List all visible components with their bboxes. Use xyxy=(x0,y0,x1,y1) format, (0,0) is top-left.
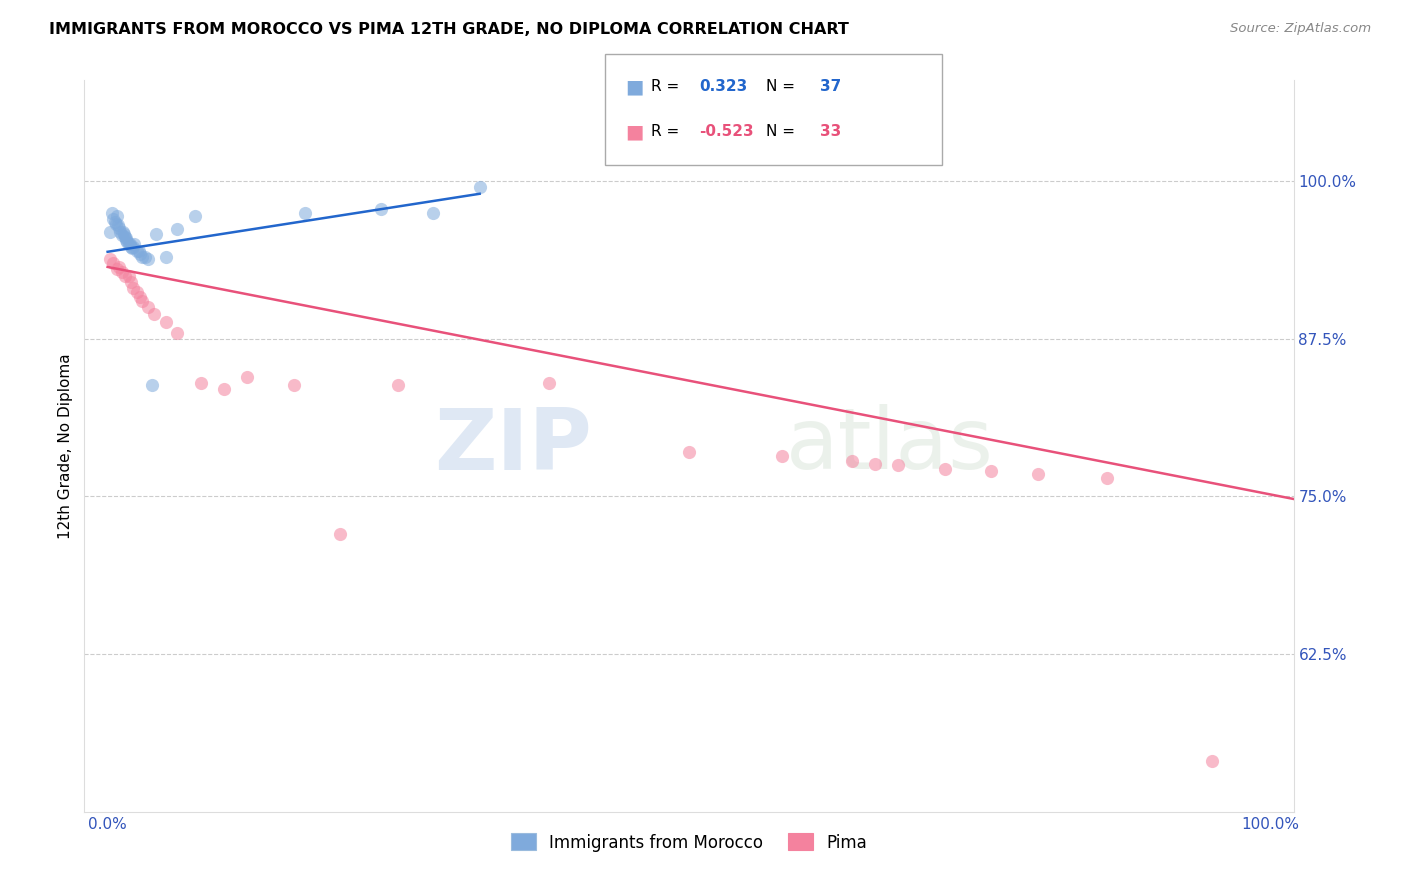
Point xyxy=(887,458,910,472)
Point xyxy=(129,247,152,261)
Point xyxy=(108,220,131,235)
Point xyxy=(114,268,136,283)
Point xyxy=(934,461,956,475)
Text: 0.323: 0.323 xyxy=(699,79,747,95)
Point xyxy=(329,527,352,541)
Point xyxy=(184,210,207,224)
Text: IMMIGRANTS FROM MOROCCO VS PIMA 12TH GRADE, NO DIPLOMA CORRELATION CHART: IMMIGRANTS FROM MOROCCO VS PIMA 12TH GRA… xyxy=(49,22,849,37)
Point xyxy=(129,290,152,304)
Point xyxy=(104,217,127,231)
Point xyxy=(115,231,138,245)
Point xyxy=(468,180,491,194)
Point xyxy=(136,252,159,267)
Point xyxy=(117,237,139,252)
Point xyxy=(104,214,127,228)
Point xyxy=(131,293,153,308)
Point xyxy=(155,250,177,264)
Text: -0.523: -0.523 xyxy=(699,124,754,139)
Point xyxy=(283,378,305,392)
Point xyxy=(145,227,167,241)
Point xyxy=(117,235,139,249)
Point xyxy=(110,225,132,239)
Point xyxy=(118,237,141,252)
Point xyxy=(111,225,134,239)
Point xyxy=(122,240,145,254)
Point xyxy=(1201,754,1223,768)
Point xyxy=(980,464,1002,478)
Point xyxy=(387,378,409,392)
Point xyxy=(98,252,121,267)
Text: Source: ZipAtlas.com: Source: ZipAtlas.com xyxy=(1230,22,1371,36)
Point xyxy=(212,382,235,396)
Text: ZIP: ZIP xyxy=(434,404,592,488)
Legend: Immigrants from Morocco, Pima: Immigrants from Morocco, Pima xyxy=(505,827,873,858)
Point xyxy=(114,229,136,244)
Point xyxy=(98,225,121,239)
Point xyxy=(294,205,316,219)
Point xyxy=(190,376,212,390)
Point xyxy=(538,376,561,390)
Point xyxy=(166,222,188,236)
Point xyxy=(166,326,188,340)
Point xyxy=(110,265,132,279)
Point xyxy=(122,281,145,295)
Point xyxy=(1026,467,1049,481)
Point xyxy=(103,256,125,270)
Point xyxy=(143,307,166,321)
Point xyxy=(370,202,392,216)
Point xyxy=(103,212,125,227)
Point xyxy=(110,228,132,243)
Point xyxy=(678,445,700,459)
Text: N =: N = xyxy=(766,124,800,139)
Point xyxy=(117,268,139,283)
Point xyxy=(105,210,128,224)
Point xyxy=(863,457,886,471)
Point xyxy=(131,250,153,264)
Point xyxy=(125,285,148,300)
Point xyxy=(841,454,863,468)
Text: ■: ■ xyxy=(626,78,644,96)
Text: 33: 33 xyxy=(820,124,841,139)
Point xyxy=(422,205,444,219)
Text: ■: ■ xyxy=(626,122,644,141)
Point xyxy=(134,250,156,264)
Y-axis label: 12th Grade, No Diploma: 12th Grade, No Diploma xyxy=(58,353,73,539)
Text: R =: R = xyxy=(651,124,685,139)
Point xyxy=(120,240,142,254)
Point xyxy=(120,275,142,289)
Point xyxy=(125,244,148,258)
Point xyxy=(115,234,138,248)
Point xyxy=(112,227,135,241)
Point xyxy=(107,219,129,233)
Point xyxy=(105,262,128,277)
Text: atlas: atlas xyxy=(786,404,994,488)
Text: R =: R = xyxy=(651,79,685,95)
Point xyxy=(121,241,143,255)
Text: 37: 37 xyxy=(820,79,841,95)
Point xyxy=(141,378,163,392)
Point xyxy=(128,244,150,258)
Text: N =: N = xyxy=(766,79,800,95)
Point xyxy=(155,315,177,329)
Point xyxy=(1097,470,1119,484)
Point xyxy=(236,369,259,384)
Point xyxy=(124,237,146,252)
Point xyxy=(136,300,159,314)
Point xyxy=(108,260,131,274)
Point xyxy=(770,449,793,463)
Point xyxy=(101,205,124,219)
